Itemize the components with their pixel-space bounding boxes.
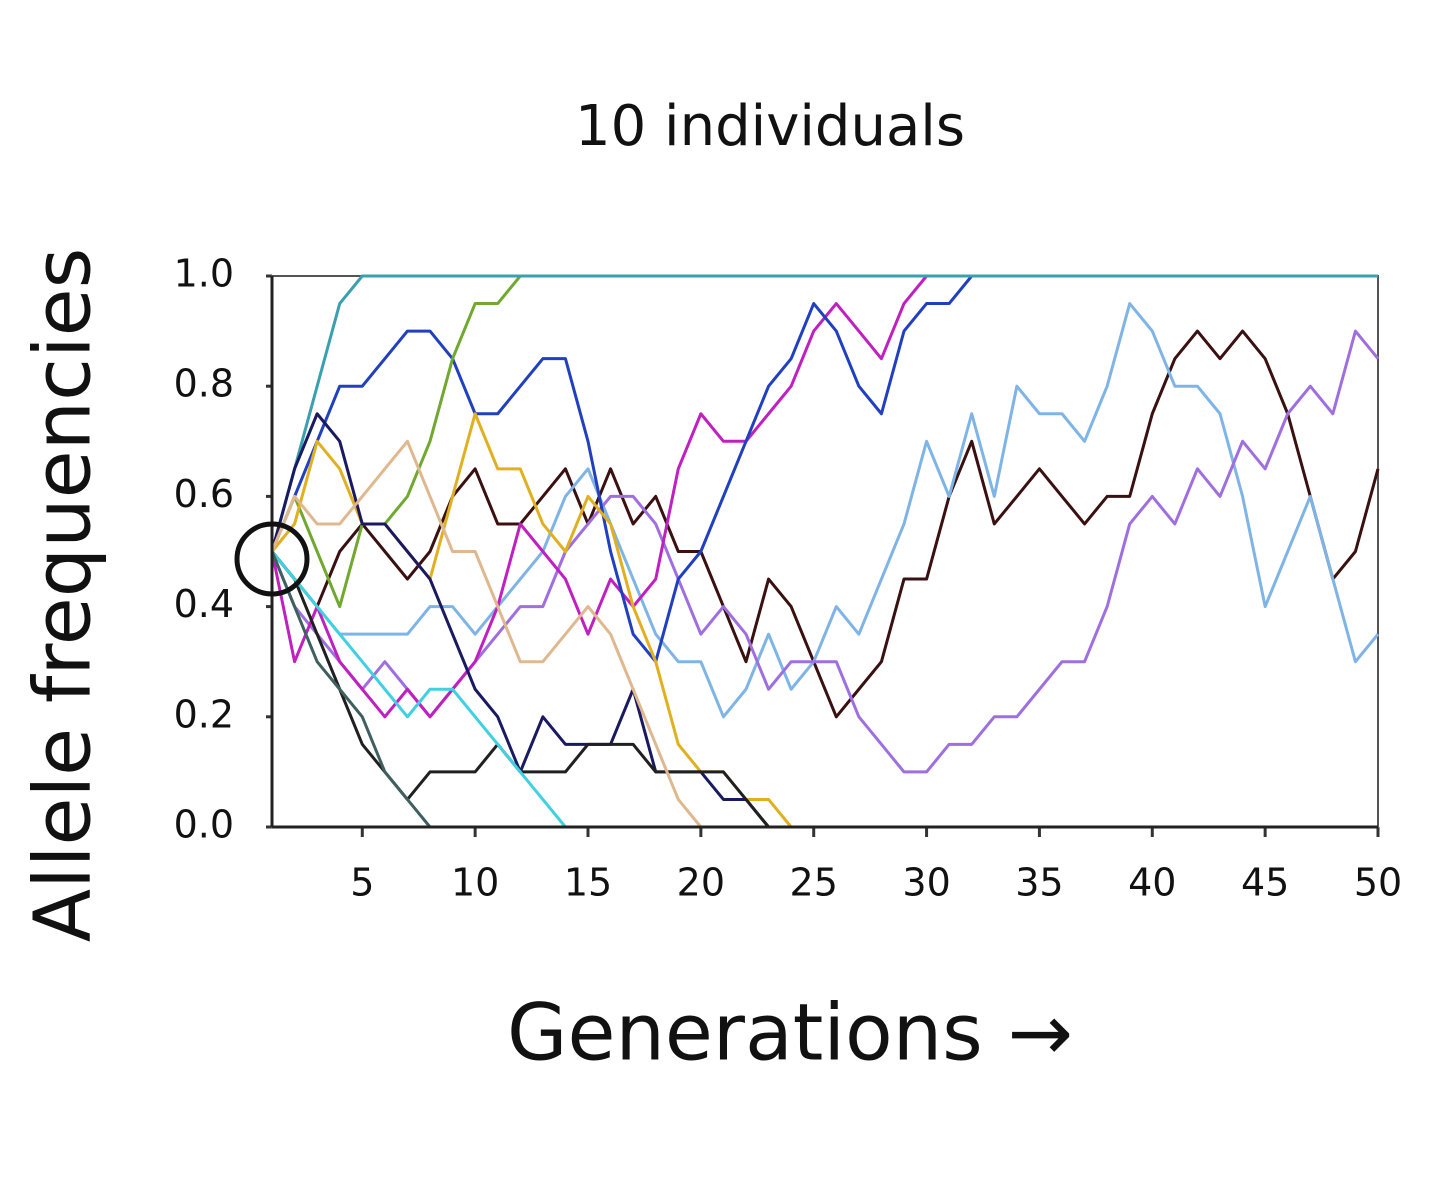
start-marker <box>234 521 310 597</box>
x-tick-label: 20 <box>677 861 725 905</box>
series-line <box>270 274 1378 609</box>
y-tick-label: 0.2 <box>174 692 234 736</box>
y-tick-label: 0.6 <box>174 472 234 516</box>
series-line <box>270 274 1378 664</box>
x-tick-label: 35 <box>1015 861 1063 905</box>
series-line <box>270 412 1378 829</box>
x-axis-label: Generations → <box>507 988 1073 1078</box>
x-tick-label: 10 <box>451 861 499 905</box>
x-tick-label: 45 <box>1241 861 1289 905</box>
x-tick-label: 30 <box>902 861 950 905</box>
y-tick-label: 0.4 <box>174 582 234 626</box>
y-tick-label: 0.0 <box>174 803 234 847</box>
y-axis-label: Allele frequencies <box>18 248 108 943</box>
series-line <box>270 274 1378 552</box>
x-tick-label: 25 <box>790 861 838 905</box>
series-line <box>270 302 1380 719</box>
x-tick-label: 15 <box>564 861 612 905</box>
y-tick-label: 0.8 <box>174 362 234 406</box>
x-tick-label: 50 <box>1354 861 1402 905</box>
y-tick-label: 1.0 <box>174 252 234 296</box>
series-line <box>270 412 1378 829</box>
chart-title: 10 individuals <box>575 94 965 159</box>
x-tick-label: 40 <box>1128 861 1176 905</box>
x-tick-label: 5 <box>350 861 374 905</box>
series-line <box>270 329 1380 719</box>
